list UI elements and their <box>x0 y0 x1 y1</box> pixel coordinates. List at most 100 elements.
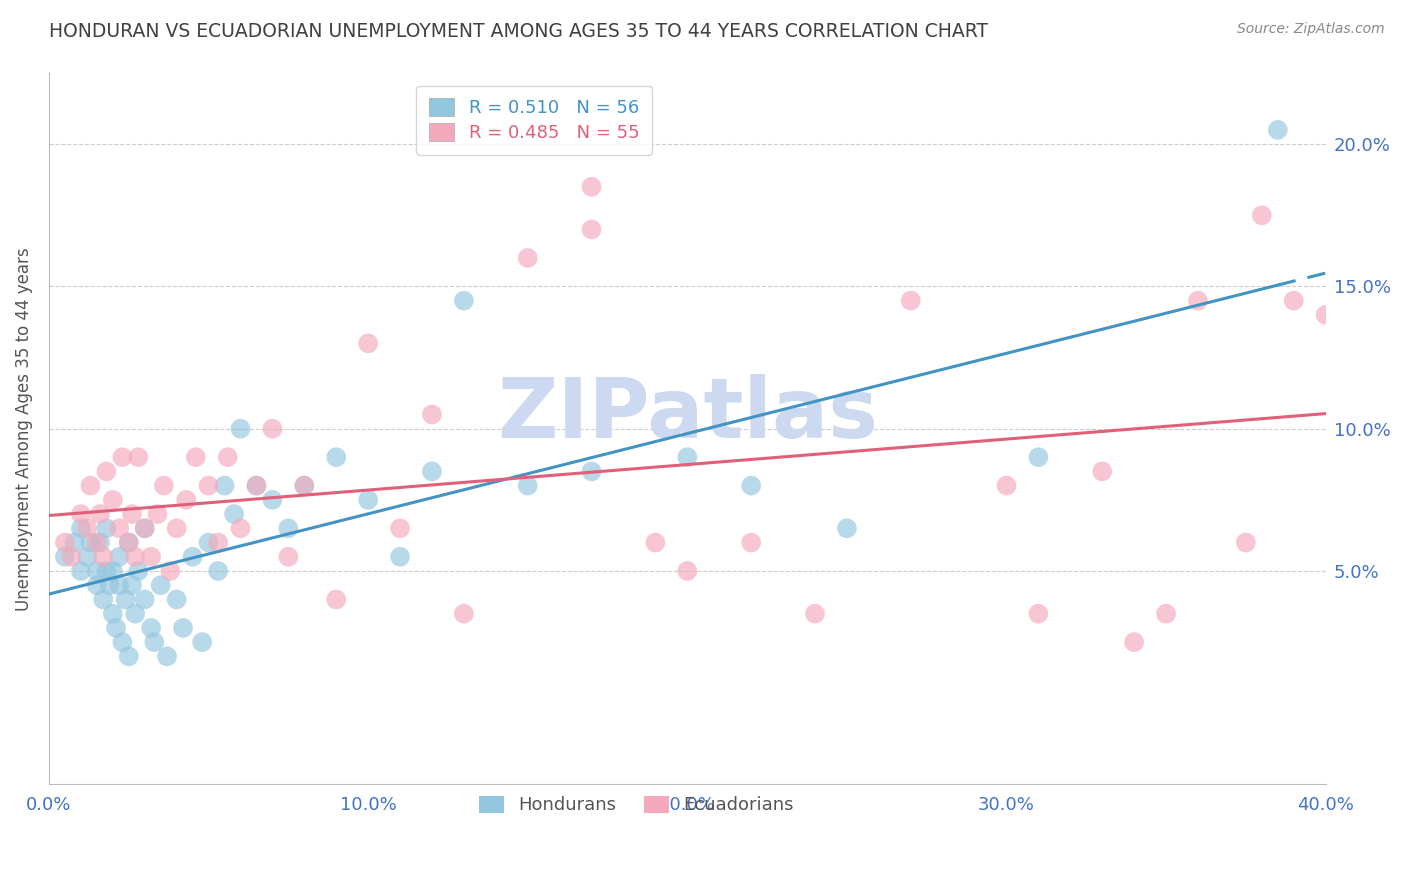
Point <box>70 564 93 578</box>
Point <box>292 478 315 492</box>
Point <box>70 521 93 535</box>
Point <box>740 535 762 549</box>
Text: ZIPatlas: ZIPatlas <box>496 374 877 455</box>
Y-axis label: Unemployment Among Ages 35 to 44 years: Unemployment Among Ages 35 to 44 years <box>15 247 32 610</box>
Point <box>217 450 239 465</box>
Point <box>139 549 162 564</box>
Point <box>105 621 128 635</box>
Point <box>153 478 176 492</box>
Point <box>229 422 252 436</box>
Point <box>207 535 229 549</box>
Point <box>111 450 134 465</box>
Point <box>453 607 475 621</box>
Point <box>835 521 858 535</box>
Point <box>804 607 827 621</box>
Point <box>146 507 169 521</box>
Point <box>277 521 299 535</box>
Point <box>581 464 603 478</box>
Point <box>453 293 475 308</box>
Point <box>357 492 380 507</box>
Point <box>172 621 194 635</box>
Point <box>124 607 146 621</box>
Point <box>70 507 93 521</box>
Point <box>124 549 146 564</box>
Text: Source: ZipAtlas.com: Source: ZipAtlas.com <box>1237 22 1385 37</box>
Text: HONDURAN VS ECUADORIAN UNEMPLOYMENT AMONG AGES 35 TO 44 YEARS CORRELATION CHART: HONDURAN VS ECUADORIAN UNEMPLOYMENT AMON… <box>49 22 988 41</box>
Point <box>581 179 603 194</box>
Point <box>96 521 118 535</box>
Point <box>108 549 131 564</box>
Point <box>127 564 149 578</box>
Point <box>76 549 98 564</box>
Point <box>207 564 229 578</box>
Point <box>60 549 83 564</box>
Point <box>127 450 149 465</box>
Point <box>420 408 443 422</box>
Point <box>118 535 141 549</box>
Point <box>357 336 380 351</box>
Point <box>676 564 699 578</box>
Point <box>166 521 188 535</box>
Point <box>108 578 131 592</box>
Point <box>53 535 76 549</box>
Point <box>1315 308 1337 322</box>
Point <box>149 578 172 592</box>
Point <box>108 521 131 535</box>
Point <box>676 450 699 465</box>
Point <box>159 564 181 578</box>
Point <box>114 592 136 607</box>
Point <box>389 549 412 564</box>
Point <box>1028 450 1050 465</box>
Point <box>134 521 156 535</box>
Point <box>1123 635 1146 649</box>
Point <box>89 535 111 549</box>
Point <box>91 549 114 564</box>
Point <box>91 592 114 607</box>
Point <box>184 450 207 465</box>
Point <box>229 521 252 535</box>
Point <box>134 521 156 535</box>
Point <box>63 535 86 549</box>
Point <box>262 422 284 436</box>
Point <box>134 592 156 607</box>
Point <box>740 478 762 492</box>
Point <box>118 535 141 549</box>
Point <box>143 635 166 649</box>
Point <box>325 592 347 607</box>
Point <box>197 478 219 492</box>
Point <box>1028 607 1050 621</box>
Point <box>516 478 538 492</box>
Point <box>1187 293 1209 308</box>
Point <box>1154 607 1177 621</box>
Point <box>96 564 118 578</box>
Point <box>292 478 315 492</box>
Point <box>644 535 666 549</box>
Point <box>79 535 101 549</box>
Point <box>1234 535 1257 549</box>
Point <box>516 251 538 265</box>
Point <box>118 649 141 664</box>
Point <box>111 635 134 649</box>
Point <box>121 507 143 521</box>
Point <box>420 464 443 478</box>
Point <box>79 478 101 492</box>
Point <box>900 293 922 308</box>
Point <box>191 635 214 649</box>
Point <box>389 521 412 535</box>
Point <box>262 492 284 507</box>
Point <box>1091 464 1114 478</box>
Point <box>86 535 108 549</box>
Point <box>245 478 267 492</box>
Point <box>76 521 98 535</box>
Point <box>166 592 188 607</box>
Point <box>995 478 1018 492</box>
Legend: Hondurans, Ecuadorians: Hondurans, Ecuadorians <box>468 785 804 825</box>
Point <box>325 450 347 465</box>
Point <box>98 578 121 592</box>
Point <box>101 492 124 507</box>
Point <box>121 578 143 592</box>
Point <box>96 464 118 478</box>
Point <box>181 549 204 564</box>
Point <box>86 564 108 578</box>
Point <box>1282 293 1305 308</box>
